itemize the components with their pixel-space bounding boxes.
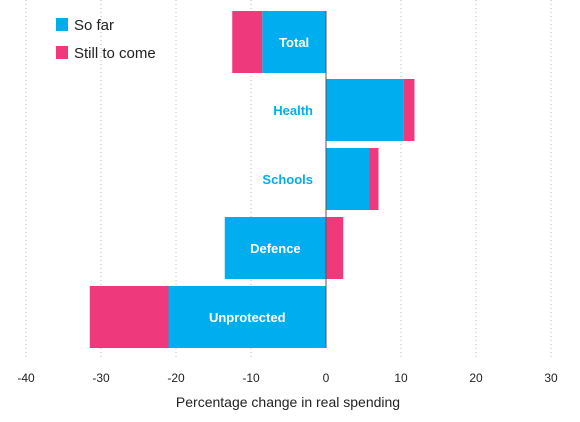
bar-defence-so-far bbox=[224, 217, 326, 279]
x-tick-label-10: 10 bbox=[394, 371, 408, 385]
x-tick-label-0: 0 bbox=[323, 371, 330, 385]
legend-label-still-to-come: Still to come bbox=[74, 45, 156, 62]
label-layer: Total Health Schools Defence Unprotected bbox=[209, 35, 313, 325]
legend-swatch-still-to-come bbox=[56, 46, 68, 59]
x-axis-title: Percentage change in real spending bbox=[176, 394, 400, 410]
bar-defence-still-to-come bbox=[326, 217, 344, 279]
x-tick-label-30: -30 bbox=[92, 371, 110, 385]
bar-layer bbox=[89, 11, 415, 348]
bar-total-so-far bbox=[262, 11, 326, 73]
bar-unprotected-still-to-come bbox=[89, 286, 169, 348]
category-label-total: Total bbox=[279, 35, 309, 50]
bar-total-still-to-come bbox=[232, 11, 263, 73]
category-label-schools: Schools bbox=[262, 172, 313, 187]
x-tick-label-10: -10 bbox=[242, 371, 260, 385]
bar-health-so-far bbox=[326, 79, 404, 141]
category-label-defence: Defence bbox=[250, 241, 301, 256]
x-tick-label-20: -20 bbox=[167, 371, 185, 385]
x-axis: -40 -30 -20 -10 0 10 20 30 bbox=[17, 371, 558, 385]
legend: So far Still to come bbox=[56, 17, 156, 62]
x-tick-label-40: -40 bbox=[17, 371, 35, 385]
legend-label-so-far: So far bbox=[74, 17, 114, 34]
bar-schools-still-to-come bbox=[369, 148, 379, 210]
bar-unprotected-so-far bbox=[168, 286, 326, 348]
x-tick-label-20: 20 bbox=[469, 371, 483, 385]
bar-schools-so-far bbox=[326, 148, 370, 210]
bar-health-still-to-come bbox=[403, 79, 415, 141]
category-label-health: Health bbox=[273, 103, 313, 118]
legend-swatch-so-far bbox=[56, 18, 68, 31]
x-tick-label-30: 30 bbox=[544, 371, 558, 385]
category-label-unprotected: Unprotected bbox=[209, 310, 286, 325]
